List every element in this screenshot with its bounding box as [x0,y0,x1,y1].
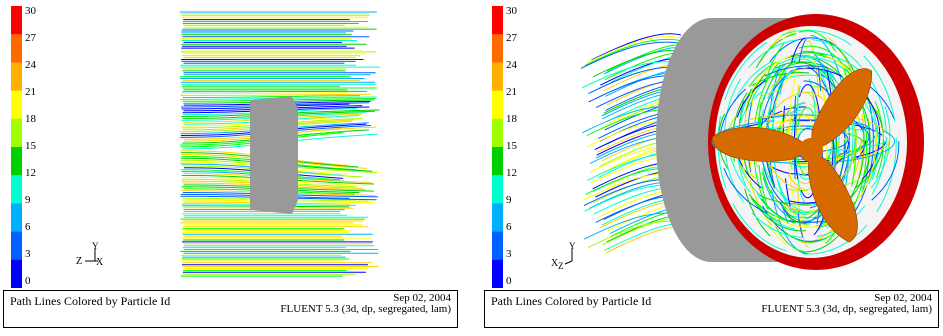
colorbar-tick: 6 [25,221,31,233]
colorbar-tick: 27 [25,32,36,44]
colorbar-tick: 24 [25,59,36,71]
svg-text:Y: Y [92,241,99,251]
axis-triad-icon: X Z Y [551,241,576,270]
svg-text:Z: Z [76,256,82,267]
colorbar-tick: 9 [506,194,512,206]
colorbar [11,6,22,288]
caption-title: Path Lines Colored by Particle Id [10,294,171,308]
caption-version: FLUENT 5.3 (3d, dp, segregated, lam) [280,303,451,315]
colorbar-tick: 3 [506,248,512,260]
colorbar-tick: 27 [506,32,517,44]
caption-version: FLUENT 5.3 (3d, dp, segregated, lam) [761,303,932,315]
colorbar-tick: 0 [506,275,512,287]
colorbar-tick: 12 [25,167,36,179]
colorbar-tick: 24 [506,59,517,71]
colorbar-tick: 12 [506,167,517,179]
svg-text:Z: Z [558,261,564,270]
right-viewport: 30 27 24 21 18 15 12 9 6 3 0 X Z Y Path … [481,0,943,336]
caption-date: Sep 02, 2004 [874,292,932,304]
colorbar-tick: 21 [506,86,517,98]
colorbar [492,6,503,288]
caption-title: Path Lines Colored by Particle Id [491,294,652,308]
colorbar-tick: 18 [506,113,517,125]
svg-text:Y: Y [569,241,576,251]
colorbar-tick: 30 [506,5,517,17]
colorbar-tick: 3 [25,248,31,260]
colorbar-tick: 15 [25,140,36,152]
caption-date: Sep 02, 2004 [393,292,451,304]
pathlines-perspective-view [580,14,924,270]
colorbar-tick: 21 [25,86,36,98]
colorbar-tick: 30 [25,5,36,17]
colorbar-tick: 15 [506,140,517,152]
colorbar-tick: 0 [25,275,31,287]
svg-text:X: X [551,258,559,269]
pathlines-side-view [180,11,380,277]
color-legend: 30 27 24 21 18 15 12 9 6 3 0 [492,6,552,288]
plot-caption: Path Lines Colored by Particle Id Sep 02… [3,290,458,328]
svg-text:X: X [96,257,104,268]
left-viewport: 30 27 24 21 18 15 12 9 6 3 0 Z Y X Path … [0,0,462,336]
axis-triad-icon: Z Y X [76,241,104,268]
colorbar-tick: 6 [506,221,512,233]
colorbar-tick: 18 [25,113,36,125]
color-legend: 30 27 24 21 18 15 12 9 6 3 0 [11,6,71,288]
colorbar-tick: 9 [25,194,31,206]
plot-caption: Path Lines Colored by Particle Id Sep 02… [484,290,939,328]
